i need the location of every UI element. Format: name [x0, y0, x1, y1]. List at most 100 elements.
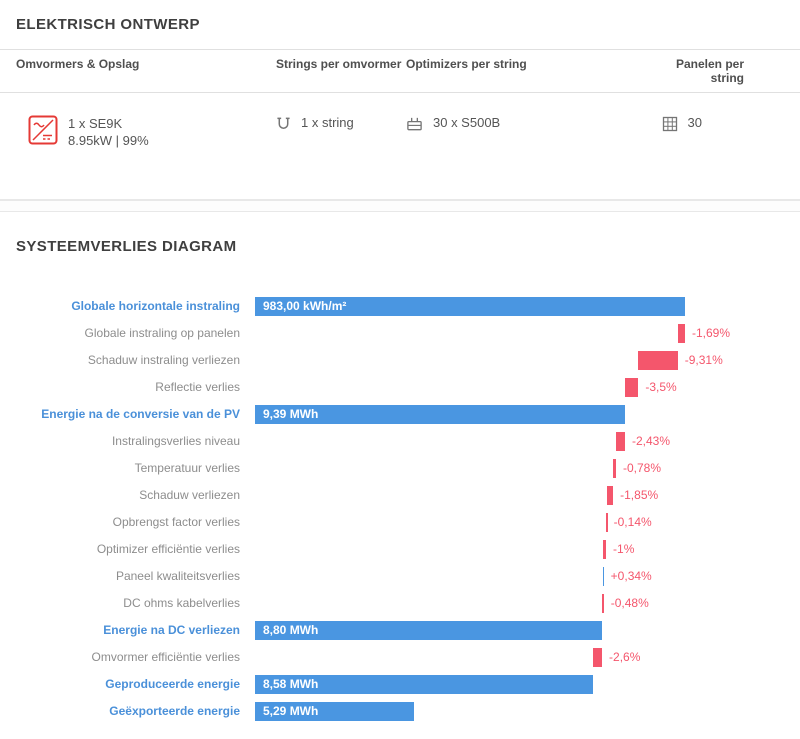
chart-bar-track: -3,5% [255, 378, 800, 397]
chart-bar [624, 378, 639, 397]
chart-row-label: Geëxporteerde energie [109, 704, 240, 718]
chart-bar-value: -1,69% [692, 326, 731, 340]
chart-row-label: Optimizer efficiëntie verlies [96, 542, 240, 556]
chart-row-label: Globale instraling op panelen [84, 326, 240, 340]
chart-bar-track: -0,78% [255, 459, 800, 478]
chart-bar-value: 5,29 MWh [263, 704, 319, 718]
chart-bar-track: -0,48% [255, 594, 800, 613]
chart-row-label: Temperatuur verlies [134, 461, 240, 475]
strings-value: 1 x string [301, 115, 354, 130]
chart-bar-track: 8,58 MWh [255, 675, 800, 694]
inverter-info: 1 x SE9K 8.95kW | 99% [68, 115, 149, 149]
panels-value: 30 [687, 115, 702, 130]
system-loss-title: SYSTEEMVERLIES DIAGRAM [16, 238, 237, 255]
electrical-table-header: Omvormers & Opslag Strings per omvormer … [0, 49, 800, 93]
electrical-table-row: 1 x SE9K 8.95kW | 99% 1 x string [0, 93, 800, 199]
chart-row: Globale horizontale instraling 983,00 kWh… [0, 293, 800, 320]
chart-bar-value: 983,00 kWh/m² [263, 299, 347, 313]
chart-row-label: Geproduceerde energie [105, 677, 240, 691]
chart-bar: 9,39 MWh [255, 405, 625, 424]
chart-row-label: Schaduw verliezen [139, 488, 240, 502]
chart-row: Schaduw verliezen -1,85% [0, 482, 800, 509]
column-header-optimizers: Optimizers per string [406, 57, 527, 71]
chart-bar: 983,00 kWh/m² [255, 297, 685, 316]
chart-row-label: Energie na de conversie van de PV [41, 407, 240, 421]
chart-row-label: DC ohms kabelverlies [123, 596, 240, 610]
system-loss-chart: Globale horizontale instraling 983,00 kWh… [0, 293, 800, 739]
chart-bar-value: -1% [613, 542, 635, 556]
chart-bar-track: 983,00 kWh/m² [255, 297, 800, 316]
chart-bar-value: -0,14% [613, 515, 652, 529]
chart-row: Schaduw instraling verliezen -9,31% [0, 347, 800, 374]
chart-bar [602, 567, 605, 586]
chart-row-label: Instralingsverlies niveau [111, 434, 240, 448]
chart-bar-track: -9,31% [255, 351, 800, 370]
electrical-design-section: ELEKTRISCH ONTWERP Omvormers & Opslag St… [0, 0, 800, 199]
chart-bar-value: +0,34% [610, 569, 652, 583]
chart-bar [638, 351, 678, 370]
chart-bar-value: 8,80 MWh [263, 623, 319, 637]
chart-bar-value: 8,58 MWh [263, 677, 319, 691]
column-header-strings: Strings per omvormer [276, 57, 402, 71]
chart-row-label: Omvormer efficiëntie verlies [91, 650, 241, 664]
chart-row: Geëxporteerde energie 5,29 MWh [0, 698, 800, 725]
chart-bar-track: -1,69% [255, 324, 800, 343]
inverter-specs: 8.95kW | 99% [68, 133, 149, 148]
chart-bar [606, 486, 614, 505]
chart-bar-track: -2,6% [255, 648, 800, 667]
chart-bar-value: -9,31% [684, 353, 723, 367]
chart-bar-track: -1,85% [255, 486, 800, 505]
inverter-cell: 1 x SE9K 8.95kW | 99% [16, 115, 276, 149]
inverter-name: 1 x SE9K [68, 116, 123, 131]
chart-bar-track: -0,14% [255, 513, 800, 532]
chart-row: Opbrengst factor verlies -0,14% [0, 509, 800, 536]
column-header-panels: Panelen per string [675, 57, 744, 85]
chart-bar [615, 432, 625, 451]
string-icon [276, 116, 291, 131]
chart-row: DC ohms kabelverlies -0,48% [0, 590, 800, 617]
chart-bar-track: 5,29 MWh [255, 702, 800, 721]
chart-bar [593, 648, 603, 667]
chart-bar-value: -2,43% [631, 434, 670, 448]
chart-bar-value: -3,5% [645, 380, 677, 394]
chart-bar [677, 324, 685, 343]
chart-bar-track: -2,43% [255, 432, 800, 451]
chart-bar [606, 513, 608, 532]
chart-row: Globale instraling op panelen -1,69% [0, 320, 800, 347]
chart-bar: 8,58 MWh [255, 675, 594, 694]
chart-row-label: Schaduw instraling verliezen [87, 353, 240, 367]
chart-row: Energie na de conversie van de PV 9,39 MW… [0, 401, 800, 428]
electrical-design-title: ELEKTRISCH ONTWERP [16, 16, 200, 33]
chart-row: Paneel kwaliteitsverlies +0,34% [0, 563, 800, 590]
chart-row-label: Paneel kwaliteitsverlies [115, 569, 240, 583]
chart-row: Energie na DC verliezen 8,80 MWh [0, 617, 800, 644]
panel-grid-icon [662, 116, 678, 132]
chart-bar-value: -1,85% [620, 488, 659, 502]
chart-row-label: Opbrengst factor verlies [112, 515, 240, 529]
chart-bar-track: -1% [255, 540, 800, 559]
chart-bar [613, 459, 616, 478]
optimizers-cell: 30 x S500B [406, 115, 656, 149]
chart-bar [602, 594, 604, 613]
chart-row: Temperatuur verlies -0,78% [0, 455, 800, 482]
strings-cell: 1 x string [276, 115, 406, 149]
optimizer-icon [406, 116, 423, 132]
optimizers-value: 30 x S500B [433, 115, 501, 130]
chart-bar-value: -2,6% [609, 650, 641, 664]
panels-cell: 30 [656, 115, 784, 149]
section-divider [0, 199, 800, 212]
chart-bar-track: 8,80 MWh [255, 621, 800, 640]
chart-bar-value: -0,48% [610, 596, 649, 610]
chart-row: Omvormer efficiëntie verlies -2,6% [0, 644, 800, 671]
chart-row-label: Globale horizontale instraling [71, 299, 240, 313]
chart-bar-value: -0,78% [622, 461, 662, 475]
chart-row: Reflectie verlies -3,5% [0, 374, 800, 401]
chart-bar: 5,29 MWh [255, 702, 415, 721]
chart-row-label: Reflectie verlies [155, 380, 240, 394]
column-header-inverters: Omvormers & Opslag [16, 57, 140, 71]
inverter-icon [28, 115, 58, 145]
chart-row: Geproduceerde energie 8,58 MWh [0, 671, 800, 698]
system-loss-section: SYSTEEMVERLIES DIAGRAM Globale horizonta… [0, 212, 800, 739]
chart-row: Instralingsverlies niveau -2,43% [0, 428, 800, 455]
chart-bar [602, 540, 607, 559]
